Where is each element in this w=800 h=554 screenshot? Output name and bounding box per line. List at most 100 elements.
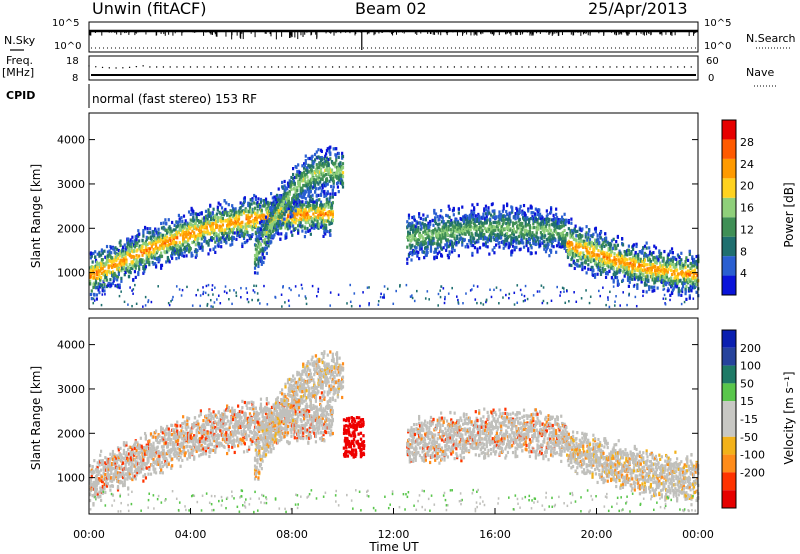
power-pixel xyxy=(323,174,326,178)
power-pixel xyxy=(327,163,330,168)
power-pixel xyxy=(253,212,257,216)
power-pixel xyxy=(463,238,466,242)
nave-dot xyxy=(88,65,90,67)
power-pixel xyxy=(210,236,213,240)
power-pixel xyxy=(106,283,109,287)
power-pixel xyxy=(94,268,98,272)
power-pixel xyxy=(571,235,575,239)
power-pixel xyxy=(239,224,242,228)
power-pixel xyxy=(603,251,606,255)
power-pixel xyxy=(482,224,485,228)
power-pixel xyxy=(572,237,576,241)
power-pixel xyxy=(312,161,315,166)
power-pixel xyxy=(229,220,232,224)
power-pixel xyxy=(121,245,125,250)
nave-dot xyxy=(609,66,611,68)
power-pixel xyxy=(209,211,212,215)
power-pixel xyxy=(274,225,277,229)
power-pixel xyxy=(231,215,235,219)
nave-dot xyxy=(162,66,165,68)
power-pixel xyxy=(229,209,232,213)
power-pixel xyxy=(160,266,163,270)
power-pixel xyxy=(90,252,93,256)
power-pixel xyxy=(341,156,344,160)
power-pixel xyxy=(626,266,629,270)
power-pixel xyxy=(442,219,445,224)
power-pixel xyxy=(195,227,198,231)
power-pixel xyxy=(166,239,170,244)
power-pixel xyxy=(595,255,598,259)
power-pixel xyxy=(188,236,192,240)
power-pixel xyxy=(177,253,181,257)
power-pixel xyxy=(256,254,259,258)
power-pixel xyxy=(515,245,518,249)
power-pixel xyxy=(620,264,623,269)
power-pixel xyxy=(204,216,208,221)
power-pixel xyxy=(91,260,94,264)
power-pixel xyxy=(526,216,529,220)
power-pixel xyxy=(594,230,598,234)
power-pixel xyxy=(240,209,243,213)
power-pixel xyxy=(319,180,322,184)
power-pixel xyxy=(192,223,195,228)
power-pixel xyxy=(325,200,329,205)
power-pixel xyxy=(286,191,290,195)
power-pixel xyxy=(309,184,312,188)
power-pixel xyxy=(145,248,148,253)
power-pixel xyxy=(598,254,601,258)
power-pixel xyxy=(590,251,593,255)
nave-label: Nave xyxy=(746,66,774,79)
power-pixel xyxy=(422,213,425,217)
power-pixel xyxy=(179,246,182,250)
power-pixel xyxy=(225,201,228,205)
power-pixel xyxy=(133,270,137,274)
power-pixel xyxy=(258,233,261,237)
power-pixel xyxy=(560,242,564,247)
power-pixel xyxy=(130,245,133,249)
power-pixel xyxy=(157,231,160,235)
power-pixel xyxy=(281,221,285,226)
power-pixel xyxy=(615,267,619,271)
power-pixel xyxy=(433,209,436,213)
power-pixel xyxy=(311,193,314,197)
power-pixel xyxy=(472,239,475,243)
power-pixel xyxy=(589,255,592,259)
power-pixel xyxy=(303,176,307,180)
power-pixel xyxy=(256,227,259,232)
nave-dot xyxy=(365,66,368,68)
power-pixel xyxy=(505,212,509,217)
power-pixel xyxy=(100,248,104,252)
power-pixel xyxy=(616,254,619,258)
nave-dot xyxy=(304,66,307,68)
power-pixel xyxy=(304,159,307,163)
power-pixel xyxy=(254,224,257,228)
power-pixel xyxy=(269,201,272,205)
power-pixel xyxy=(577,234,580,238)
power-pixel xyxy=(574,245,577,249)
power-pixel xyxy=(586,256,589,260)
power-pixel xyxy=(243,240,246,245)
power-pixel xyxy=(549,228,553,232)
nave-dot xyxy=(616,66,618,68)
power-pixel xyxy=(517,234,521,239)
power-pixel xyxy=(276,205,279,209)
power-pixel xyxy=(432,239,435,243)
power-pixel xyxy=(128,250,131,255)
power-pixel xyxy=(581,263,584,267)
power-scatter-data xyxy=(89,145,700,309)
power-pixel xyxy=(181,253,184,258)
power-pixel xyxy=(154,262,157,266)
power-pixel xyxy=(415,242,418,246)
power-pixel xyxy=(511,206,514,210)
power-pixel xyxy=(137,234,140,238)
power-pixel xyxy=(521,227,524,232)
power-pixel xyxy=(440,240,443,244)
power-pixel xyxy=(174,232,177,237)
power-pixel xyxy=(177,213,181,218)
power-pixel xyxy=(146,227,149,231)
power-pixel xyxy=(153,233,156,237)
power-pixel xyxy=(560,224,564,228)
power-pixel xyxy=(599,263,602,267)
power-pixel xyxy=(108,249,111,253)
